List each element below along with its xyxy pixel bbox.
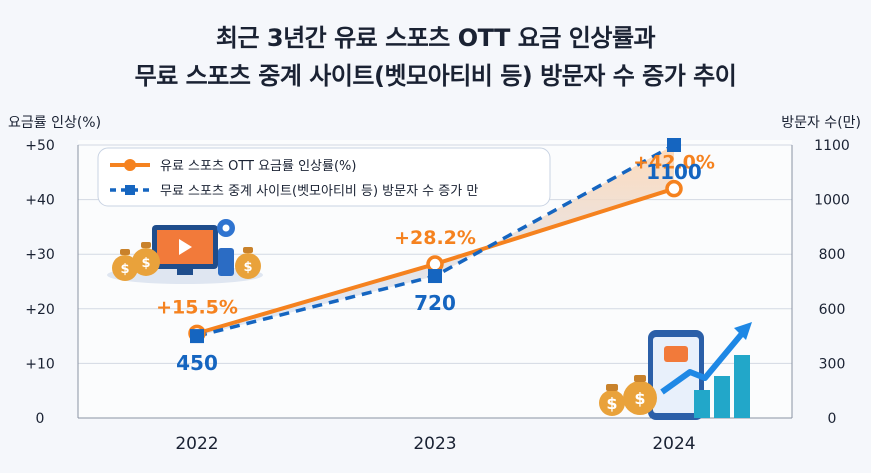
legend-box xyxy=(97,147,551,207)
x-tick-label: 2024 xyxy=(652,434,695,454)
money-bag-tie xyxy=(634,375,646,382)
gear-icon-center xyxy=(222,224,230,232)
free-site-visitors-point xyxy=(190,329,204,344)
money-bag-icon xyxy=(599,390,625,416)
legend-label-ott: 유료 스포츠 OTT 요금률 인상률(%) xyxy=(160,159,356,174)
dollar-sign-glyph: $ xyxy=(120,262,129,277)
right-tick-label: 1000 xyxy=(814,193,850,209)
growth-bar xyxy=(734,355,750,418)
money-bag-tie xyxy=(141,242,151,248)
legend: 유료 스포츠 OTT 요금률 인상률(%) 무료 스포츠 중계 사이트(벳모아티비… xyxy=(97,147,551,207)
legend-label-visitors: 무료 스포츠 중계 사이트(벳모아티비 등) 방문자 수 증가 만 xyxy=(160,184,478,199)
left-tick-label: +30 xyxy=(25,247,55,263)
right-tick-label: 600 xyxy=(819,302,846,318)
money-bag-icon xyxy=(112,255,138,281)
dollar-sign-glyph: $ xyxy=(243,260,252,275)
legend-marker-visitors xyxy=(125,185,135,195)
dollar-sign-glyph: $ xyxy=(606,394,617,413)
ott-price-data-label: +42.0% xyxy=(633,152,715,174)
dollar-sign-glyph: $ xyxy=(141,256,150,271)
play-icon xyxy=(179,239,192,255)
streaming-devices-illustration: $ $ $ xyxy=(107,219,263,284)
right-tick-label: 300 xyxy=(819,356,846,372)
right-tick-label: 1100 xyxy=(814,138,850,154)
free-site-visitors-data-label: 720 xyxy=(414,291,456,315)
ott-price-point xyxy=(426,255,444,273)
ott-price-data-label: +15.5% xyxy=(156,296,238,318)
monitor-stand xyxy=(177,269,193,275)
left-tick-label: +50 xyxy=(25,138,55,154)
chart-title-line-2: 무료 스포츠 중계 사이트(벳모아티비 등) 방문자 수 증가 추이 xyxy=(134,62,737,90)
ott-price-data-label: +28.2% xyxy=(394,227,476,249)
free-site-visitors-data-label: 1100 xyxy=(646,160,702,184)
money-bag-tie xyxy=(120,249,130,255)
left-axis-title: 요금률 인상(%) xyxy=(8,115,102,131)
legend-marker-ott xyxy=(124,159,136,171)
growth-illustration: $ $ xyxy=(599,322,752,420)
left-tick-label: +10 xyxy=(25,356,55,372)
dollar-sign-glyph: $ xyxy=(634,389,645,408)
x-tick-label: 2022 xyxy=(175,434,218,454)
growth-bar xyxy=(694,390,710,418)
smartphone-video-icon xyxy=(664,346,688,362)
money-bag-icon xyxy=(132,248,160,276)
right-tick-label: 0 xyxy=(828,411,837,427)
money-bag-tie xyxy=(243,247,253,253)
right-tick-label: 800 xyxy=(819,247,846,263)
free-site-visitors-point xyxy=(428,269,442,284)
free-site-visitors-data-label: 450 xyxy=(176,351,218,375)
left-tick-label: +40 xyxy=(25,193,55,209)
phone-icon xyxy=(218,248,234,276)
free-site-visitors-point xyxy=(667,138,681,152)
left-tick-label: 0 xyxy=(36,411,45,427)
growth-bar xyxy=(714,376,730,418)
money-bag-icon xyxy=(235,253,261,279)
right-axis-title: 방문자 수(만) xyxy=(781,115,861,131)
chart-title-line-1: 최근 3년간 유료 스포츠 OTT 요금 인상률과 xyxy=(215,24,656,52)
money-bag-tie xyxy=(606,384,618,391)
x-tick-label: 2023 xyxy=(413,434,456,454)
arrow-head-icon xyxy=(734,322,752,340)
left-tick-label: +20 xyxy=(25,302,55,318)
ott-price-point xyxy=(665,179,683,198)
money-bag-icon xyxy=(623,381,657,415)
rising-arrow-icon xyxy=(660,328,748,395)
